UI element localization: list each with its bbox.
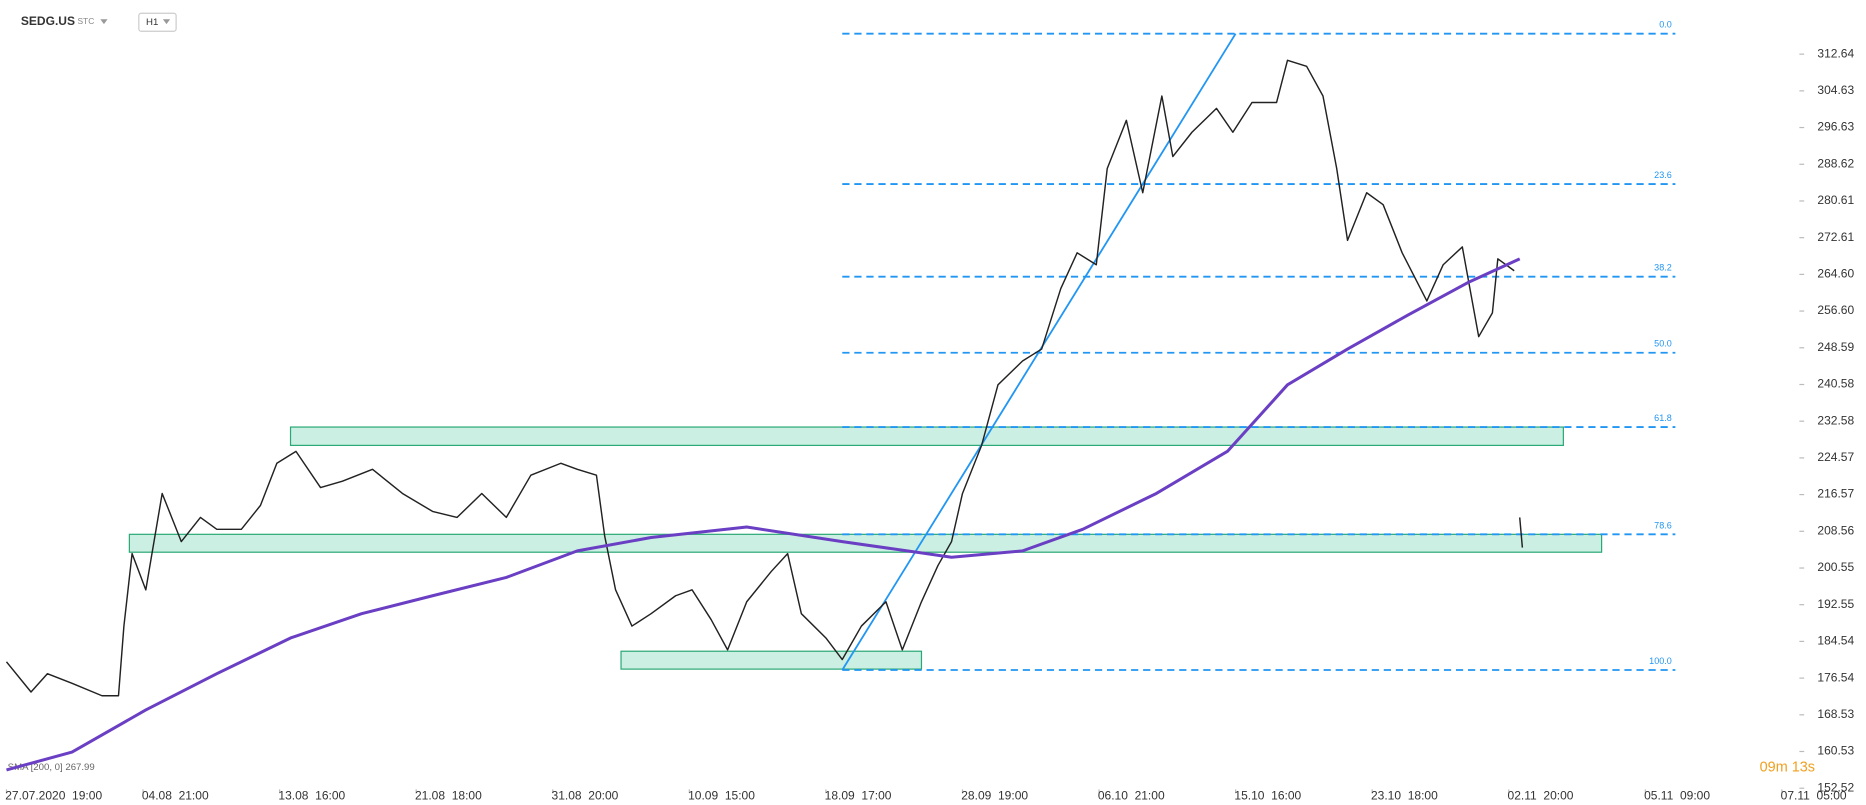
price-line (5, 59, 1524, 697)
y-tick-label: 152.52 (1817, 780, 1854, 794)
fib-label: 23.6 (1654, 170, 1672, 180)
source[interactable]: STC (77, 16, 94, 26)
fib-label: 50.0 (1654, 339, 1672, 349)
x-tick-label: 10.09 15:00 (688, 789, 755, 803)
fib-label: 100.0 (1649, 656, 1672, 666)
trend-line (841, 33, 1237, 671)
y-tick-label: 304.63 (1817, 83, 1854, 97)
x-tick-label: 18.09 17:00 (825, 789, 892, 803)
support-zone (128, 533, 1603, 553)
y-tick-label: 184.54 (1817, 634, 1854, 648)
y-tick-label: 192.55 (1817, 597, 1854, 611)
fib-label: 0.0 (1659, 20, 1672, 30)
candle-timer: 09m 13s (1760, 760, 1815, 776)
y-tick-label: 256.60 (1817, 303, 1854, 317)
interval[interactable]: H1 (146, 17, 158, 28)
y-tick-label: 272.61 (1817, 230, 1854, 244)
x-tick-label: 06.10 21:00 (1098, 789, 1165, 803)
x-tick-label: 07.11 05:00 (1781, 789, 1847, 803)
y-tick-label: 264.60 (1817, 267, 1854, 281)
y-tick-label: 296.63 (1817, 120, 1854, 134)
x-tick-label: 23.10 18:00 (1371, 789, 1438, 803)
x-tick-label: 13.08 16:00 (278, 789, 345, 803)
dropdown-caret[interactable] (100, 19, 108, 25)
y-tick-label: 176.54 (1817, 670, 1854, 684)
symbol[interactable]: SEDG.US (21, 14, 75, 28)
y-tick-label: 224.57 (1817, 450, 1854, 464)
interval-box[interactable] (138, 12, 177, 32)
y-tick-label: 312.64 (1817, 46, 1854, 60)
x-tick-label: 21.08 18:00 (415, 789, 482, 803)
x-tick-label: 28.09 19:00 (961, 789, 1028, 803)
support-zone (289, 426, 1564, 446)
indicator-label[interactable]: SMA [200, 0] 267.99 (8, 762, 95, 773)
sma-line (6, 257, 1521, 772)
support-zone (620, 650, 923, 670)
fib-label: 61.8 (1654, 413, 1672, 423)
y-tick-label: 208.56 (1817, 523, 1854, 537)
y-tick-label: 232.58 (1817, 413, 1854, 427)
x-tick-label: 05.11 09:00 (1644, 789, 1710, 803)
fib-label: 38.2 (1654, 263, 1672, 273)
y-tick-label: 288.62 (1817, 156, 1854, 170)
y-tick-label: 280.61 (1817, 193, 1854, 207)
x-tick-label: 27.07.2020 19:00 (5, 789, 102, 803)
x-tick-label: 02.11 20:00 (1508, 789, 1574, 803)
y-tick-label: 160.53 (1817, 744, 1854, 758)
x-tick-label: 15.10 16:00 (1234, 789, 1301, 803)
fib-label: 78.6 (1654, 520, 1672, 530)
y-tick-label: 248.59 (1817, 340, 1854, 354)
dropdown-caret[interactable] (162, 19, 171, 25)
y-tick-label: 200.55 (1817, 560, 1854, 574)
y-tick-label: 168.53 (1817, 707, 1854, 721)
y-tick-label: 216.57 (1817, 487, 1854, 501)
x-tick-label: 31.08 20:00 (552, 789, 619, 803)
x-tick-label: 04.08 21:00 (142, 789, 209, 803)
y-tick-label: 240.58 (1817, 377, 1854, 391)
